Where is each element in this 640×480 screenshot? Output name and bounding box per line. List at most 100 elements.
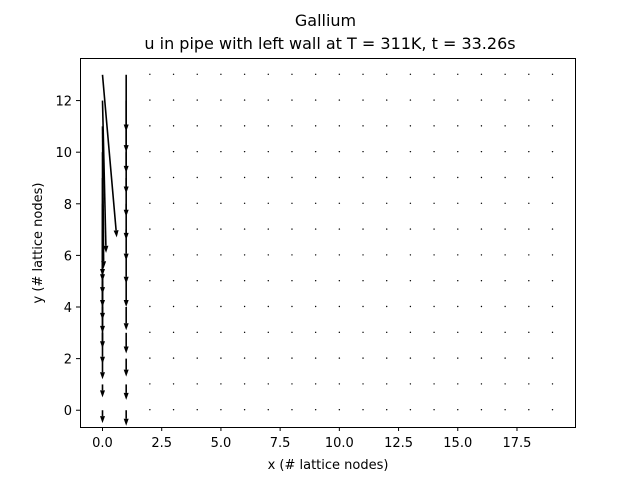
quiver-point [480,125,483,127]
quiver-point [291,280,293,282]
chart-title: Gallium u in pipe with left wall at T = … [144,11,515,53]
quiver-point [362,331,364,334]
quiver-point [528,331,530,334]
y-tick-label: 0 [64,404,72,419]
quiver-point [172,383,175,385]
quiver-point [243,150,246,153]
quiver-point [386,383,388,385]
quiver-point [291,202,293,204]
chart-title-line-2: u in pipe with left wall at T = 311K, t … [144,34,515,53]
quiver-point [149,228,151,230]
quiver-point [528,176,530,179]
quiver-point [243,125,246,127]
quiver-point [504,125,506,127]
quiver-point [457,125,459,127]
quiver-point [149,409,151,411]
quiver-arrow-head [113,230,119,238]
quiver-point [433,228,435,230]
quiver-point [504,383,506,385]
quiver-point [291,383,293,385]
quiver-point [409,99,412,101]
quiver-point [243,383,246,385]
quiver-point [291,99,293,101]
quiver-point [528,125,530,127]
quiver-point [528,99,530,101]
quiver-point [291,228,293,230]
quiver-point [243,176,246,179]
quiver-point [433,73,435,75]
quiver-point [504,331,506,334]
quiver-point [551,176,554,179]
quiver-point [386,150,388,153]
quiver-point [338,125,341,127]
quiver-point [314,383,317,385]
y-tick-label: 12 [55,95,72,110]
quiver-point [409,176,412,179]
quiver-point [528,150,530,153]
quiver-point [551,125,554,127]
quiver-point [172,228,175,230]
quiver-point [267,73,269,75]
quiver-point [504,357,506,359]
quiver-point [409,125,412,127]
quiver-point [362,305,364,308]
quiver-point [172,280,175,282]
quiver-point [267,99,269,101]
quiver-point [338,73,341,75]
quiver-point [338,409,341,411]
quiver-point [386,125,388,127]
quiver-arrow-head [123,300,129,308]
quiver-point [220,150,222,153]
quiver-arrow [123,410,129,426]
quiver-point [314,228,317,230]
quiver-point [149,331,151,334]
x-axis-label: x (# lattice nodes) [268,458,389,473]
quiver-point [551,73,554,75]
quiver-point [433,254,435,256]
quiver-point [480,254,483,256]
quiver-point [149,305,151,308]
quiver-point [338,305,341,308]
quiver-point [196,99,198,101]
quiver-point [314,150,317,153]
y-tick-label: 10 [55,146,72,161]
quiver-point [267,383,269,385]
quiver-point [149,254,151,256]
quiver-point [196,176,198,179]
quiver-point [220,202,222,204]
quiver-point [338,99,341,101]
quiver-point [243,99,246,101]
quiver-point [457,202,459,204]
quiver-point [196,254,198,256]
quiver-point [338,228,341,230]
y-tick-label: 6 [64,249,72,264]
quiver-point [220,99,222,101]
quiver-point [433,125,435,127]
quiver-point [291,409,293,411]
quiver-point [528,357,530,359]
quiver-point [551,357,554,359]
quiver-point [528,383,530,385]
quiver-point [433,176,435,179]
quiver-point [528,254,530,256]
quiver-point [480,383,483,385]
quiver-point [551,254,554,256]
quiver-point [196,331,198,334]
quiver-point [362,228,364,230]
quiver-point [172,150,175,153]
quiver-point [551,409,554,411]
quiver-point [338,176,341,179]
x-tick-label: 5.0 [211,436,232,451]
quiver-point [243,331,246,334]
quiver-point [480,150,483,153]
quiver-point [386,73,388,75]
quiver-arrow-head [123,418,129,426]
quiver-arrow-head [123,276,129,284]
quiver-point [409,73,412,75]
quiver-point [504,176,506,179]
quiver-point [528,409,530,411]
quiver-point [480,409,483,411]
quiver-point [267,254,269,256]
quiver-point [267,150,269,153]
quiver-point [243,202,246,204]
